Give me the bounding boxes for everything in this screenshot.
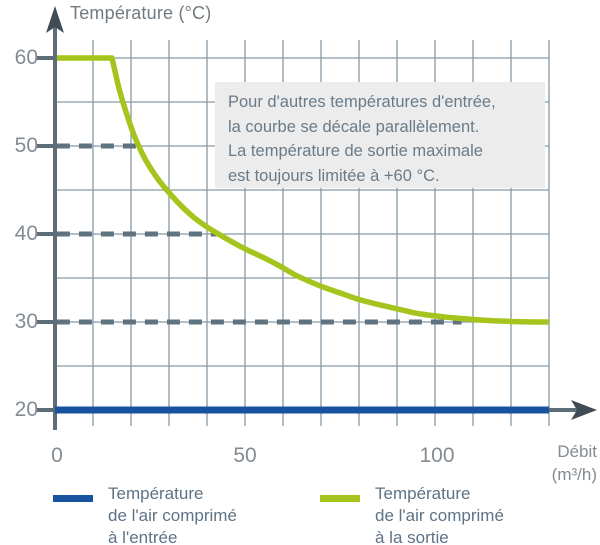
y-tick-20: 20: [14, 398, 38, 421]
x-axis-title: Débit (m³/h): [480, 440, 597, 486]
legend-sortie-line1: Température: [375, 484, 471, 503]
legend-entree-line1: Température: [108, 484, 204, 503]
annotation-box: Pour d'autres températures d'entrée, la …: [215, 82, 545, 188]
legend-swatch-entree: [53, 495, 93, 502]
legend-label-sortie: Température de l'air comprimé à la sorti…: [375, 483, 504, 545]
x-axis-title-line1: Débit: [557, 442, 597, 461]
x-tick-100: 100: [419, 444, 455, 467]
legend-label-entree: Température de l'air comprimé à l'entrée: [108, 483, 237, 545]
y-tick-60: 60: [14, 46, 38, 69]
y-axis-title: Température (°C): [70, 3, 212, 23]
x-tick-0: 0: [51, 444, 63, 467]
legend-entree-line2: de l'air comprimé: [108, 506, 237, 525]
legend-entree-line3: à l'entrée: [108, 528, 178, 545]
annotation-line-3: La température de sortie maximale: [228, 142, 483, 160]
legend-sortie-line3: à la sortie: [375, 528, 449, 545]
y-tick-50: 50: [14, 134, 38, 157]
annotation-line-4: est toujours limitée à +60 °C.: [228, 166, 440, 185]
x-tick-50: 50: [233, 444, 257, 467]
annotation-line-1: Pour d'autres températures d'entrée,: [228, 93, 496, 111]
y-tick-30: 30: [14, 310, 38, 333]
x-axis-title-line2: (m³/h): [551, 465, 597, 484]
legend-swatch-sortie: [320, 495, 360, 502]
legend-sortie-line2: de l'air comprimé: [375, 506, 504, 525]
series-sortie: [56, 55, 550, 325]
annotation-line-2: la courbe se décale parallèlement.: [228, 117, 480, 136]
y-tick-40: 40: [14, 222, 38, 245]
